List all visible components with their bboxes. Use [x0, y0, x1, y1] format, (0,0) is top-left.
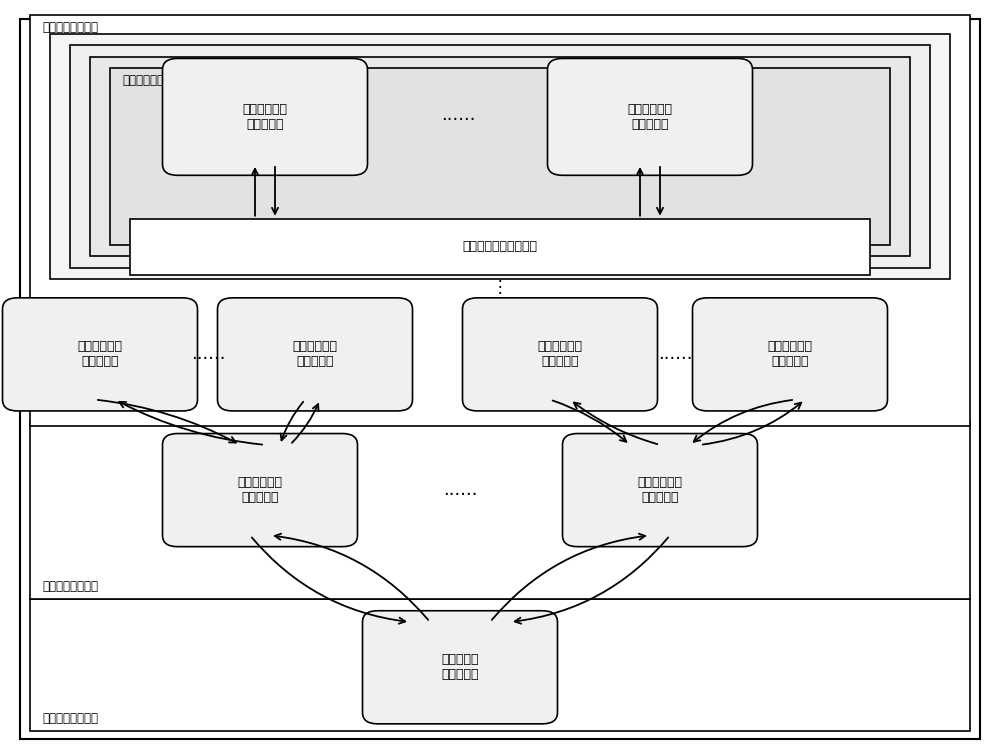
- Text: 中间层协议封装层: 中间层协议封装层: [42, 21, 98, 34]
- Text: 中间层子协议
封装状态机: 中间层子协议 封装状态机: [292, 340, 338, 369]
- Text: 中间层子协议
封装状态机: 中间层子协议 封装状态机: [768, 340, 812, 369]
- Bar: [30, 422, 970, 599]
- Bar: [30, 15, 970, 426]
- Text: ⋮: ⋮: [492, 277, 508, 296]
- Text: 中间层子协议
封装状态机: 中间层子协议 封装状态机: [638, 476, 682, 504]
- Text: 中间层子协议
封装状态机: 中间层子协议 封装状态机: [538, 340, 582, 369]
- Bar: [30, 599, 970, 731]
- Text: 用户层子协议
封装状态机: 用户层子协议 封装状态机: [628, 103, 672, 131]
- FancyBboxPatch shape: [692, 298, 888, 411]
- FancyBboxPatch shape: [548, 59, 753, 176]
- Text: 最底层协议封装层: 最底层协议封装层: [122, 74, 178, 87]
- FancyBboxPatch shape: [3, 298, 198, 411]
- Text: 中间层子协议
封装状态机: 中间层子协议 封装状态机: [238, 476, 283, 504]
- FancyBboxPatch shape: [362, 611, 558, 724]
- FancyBboxPatch shape: [163, 59, 368, 176]
- Bar: [110, 68, 890, 245]
- Text: ......: ......: [443, 481, 477, 499]
- FancyBboxPatch shape: [162, 434, 358, 547]
- Text: 最底层协议
封装状态机: 最底层协议 封装状态机: [441, 653, 479, 682]
- Bar: [130, 219, 870, 275]
- Bar: [70, 45, 930, 268]
- Bar: [90, 57, 910, 256]
- Text: ......: ......: [441, 106, 475, 124]
- Text: 中间层协议封装层: 中间层协议封装层: [42, 581, 98, 593]
- Text: ......: ......: [191, 345, 225, 363]
- Text: 多层中间层协省略表示: 多层中间层协省略表示: [462, 241, 538, 253]
- Text: 最底层协议封装层: 最底层协议封装层: [42, 713, 98, 725]
- Text: ......: ......: [658, 345, 692, 363]
- Text: 用户层子协议
封装状态机: 用户层子协议 封装状态机: [242, 103, 288, 131]
- Text: 中间层子协议
封装状态机: 中间层子协议 封装状态机: [78, 340, 122, 369]
- FancyBboxPatch shape: [462, 298, 658, 411]
- Bar: [50, 34, 950, 279]
- FancyBboxPatch shape: [217, 298, 413, 411]
- FancyBboxPatch shape: [562, 434, 758, 547]
